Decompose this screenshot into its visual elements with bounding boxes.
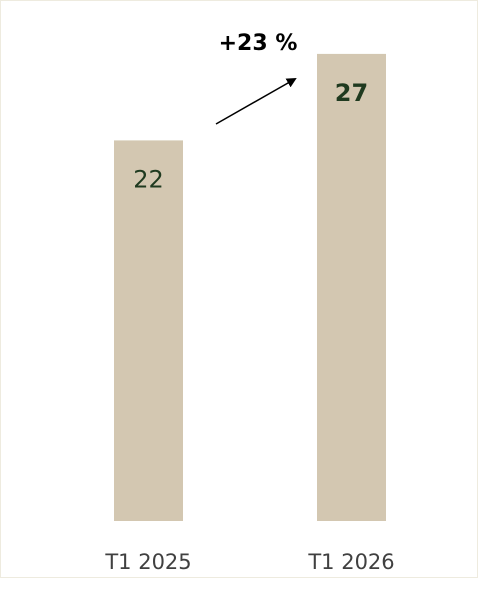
growth-annotation: +23 % <box>219 31 298 56</box>
x-tick-label: T1 2026 <box>307 550 394 574</box>
x-tick-label: T1 2025 <box>104 550 191 574</box>
value-label: 27 <box>335 79 368 107</box>
value-label: 22 <box>133 165 164 193</box>
growth-arrow <box>215 78 297 125</box>
bar <box>317 53 386 522</box>
frame <box>0 0 478 578</box>
bar <box>114 140 183 521</box>
